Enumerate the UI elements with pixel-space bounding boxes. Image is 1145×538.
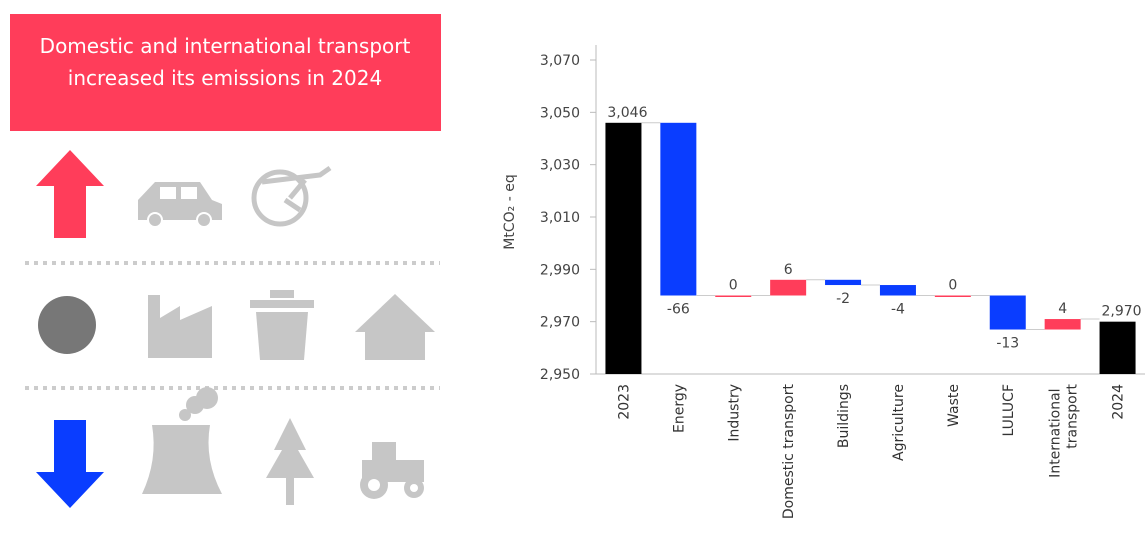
y-tick-label: 2,990: [540, 262, 580, 278]
value-label: 3,046: [607, 105, 647, 121]
y-axis-label: MtCO₂ - eq: [502, 174, 518, 249]
neutral-dot: [38, 296, 96, 354]
x-tick-label: International transport: [1048, 384, 1081, 478]
tree-icon: [266, 418, 314, 505]
value-label: -13: [996, 336, 1019, 352]
value-label: 2,970: [1102, 304, 1142, 320]
bar: [605, 122, 642, 374]
value-label: 0: [729, 278, 738, 294]
house-icon: [355, 294, 435, 360]
bar: [1099, 321, 1136, 374]
bar: [825, 279, 862, 286]
y-tick-label: 3,070: [540, 53, 580, 69]
car-icon: [138, 182, 222, 228]
waterfall-chart: MtCO₂ - eq 2,950 2,970 2,990 3,010 3,030 3,05…: [502, 45, 1145, 519]
bar: [1044, 319, 1081, 330]
down-arrow: [36, 420, 104, 508]
value-label: -4: [891, 302, 905, 318]
x-tick-label: LULUCF: [1001, 384, 1017, 437]
powerplant-icon: [142, 387, 222, 494]
x-tick-label: Energy: [671, 384, 687, 433]
value-label: 0: [948, 278, 957, 294]
plane-icon: [251, 165, 332, 227]
tractor-icon: [360, 442, 424, 499]
x-tick-label: Industry: [726, 384, 742, 442]
title-line: increased its emissions in 2024: [68, 66, 382, 90]
x-tick-label: Waste: [946, 384, 962, 427]
title-box: [10, 14, 441, 131]
bar: [660, 122, 697, 296]
bar: [715, 295, 752, 297]
up-arrow: [36, 150, 104, 238]
value-label: 6: [784, 262, 793, 278]
factory-icon: [148, 295, 212, 358]
x-tick-label: 2024: [1111, 384, 1127, 420]
y-tick-label: 2,970: [540, 315, 580, 331]
bar: [770, 279, 807, 296]
y-tick-label: 3,030: [540, 158, 580, 174]
bar: [934, 295, 971, 297]
bar: [989, 295, 1026, 330]
value-label: -66: [667, 302, 690, 318]
x-tick-label: Buildings: [836, 384, 852, 448]
value-label: 4: [1058, 301, 1067, 317]
x-tick-label: 2023: [616, 384, 632, 420]
y-tick-label: 3,050: [540, 105, 580, 121]
y-tick-label: 3,010: [540, 210, 580, 226]
title-line: Domestic and international transport: [40, 34, 411, 58]
x-tick-label: Agriculture: [891, 384, 907, 461]
value-label: -2: [836, 291, 850, 307]
bar: [879, 285, 916, 296]
bin-icon: [250, 290, 314, 360]
y-tick-label: 2,950: [540, 367, 580, 383]
x-tick-label: Domestic transport: [781, 383, 797, 519]
